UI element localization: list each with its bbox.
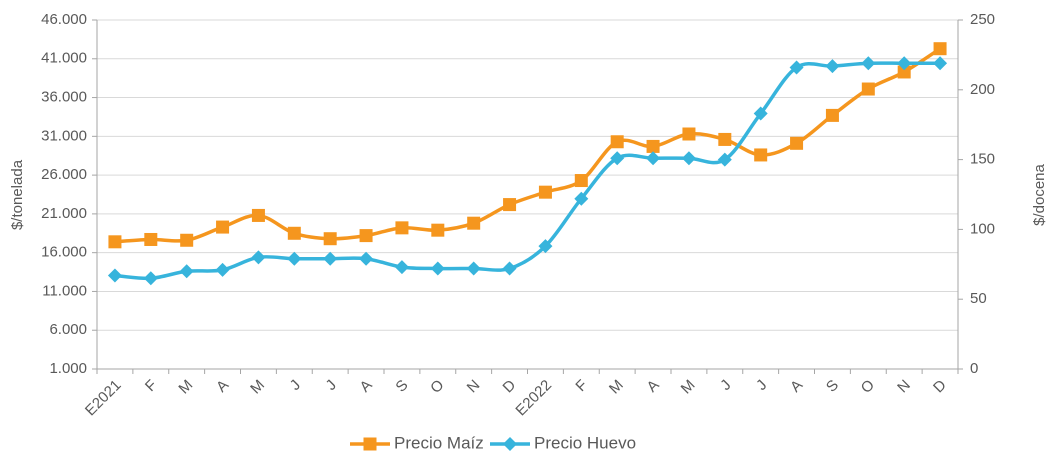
data-point <box>143 271 158 286</box>
x-tick-label: D <box>500 377 520 397</box>
y2-tick-label: 100 <box>970 220 995 237</box>
legend-label: Precio Maíz <box>394 433 484 452</box>
data-point <box>790 136 804 150</box>
data-point <box>646 151 661 166</box>
x-tick-label: M <box>678 377 699 398</box>
data-point <box>251 208 265 222</box>
data-point <box>287 226 301 240</box>
y-tick-label: 1.000 <box>49 360 87 377</box>
x-tick-label: M <box>606 377 627 398</box>
data-point <box>825 59 840 74</box>
x-tick-label: J <box>753 377 770 394</box>
x-tick-label: O <box>858 377 878 397</box>
data-point <box>574 191 589 206</box>
data-point <box>646 139 660 153</box>
x-tick-label: M <box>247 377 268 398</box>
x-tick-label: N <box>894 377 914 397</box>
data-point <box>323 251 338 266</box>
legend-marker <box>503 437 517 451</box>
data-point <box>681 151 696 166</box>
y-axis-title: $/tonelada <box>9 159 26 230</box>
data-point <box>718 132 732 146</box>
x-tick-label: A <box>357 377 376 396</box>
data-point <box>215 262 230 277</box>
x-tick-label: A <box>644 377 663 396</box>
data-point <box>467 216 481 230</box>
x-tick-label: O <box>427 377 447 397</box>
data-point <box>216 220 230 234</box>
data-point <box>897 56 912 71</box>
x-tick-label: J <box>287 377 304 394</box>
x-tick-label: F <box>142 377 161 396</box>
y2-tick-label: 250 <box>970 11 995 28</box>
y2-tick-label: 150 <box>970 151 995 168</box>
data-point <box>144 232 158 246</box>
data-point <box>395 221 409 235</box>
data-point <box>359 229 373 243</box>
y-tick-label: 16.000 <box>41 244 87 261</box>
data-point <box>359 251 374 266</box>
legend-label: Precio Huevo <box>534 433 636 452</box>
data-point <box>861 82 875 96</box>
data-point <box>179 264 194 279</box>
series-line <box>114 61 941 281</box>
y-tick-label: 46.000 <box>41 11 87 28</box>
data-point <box>610 151 625 166</box>
x-tick-label: D <box>930 377 950 397</box>
data-point <box>538 185 552 199</box>
data-point <box>466 261 481 276</box>
legend-marker <box>363 437 377 451</box>
data-point <box>394 260 409 275</box>
data-point <box>431 223 445 237</box>
y-tick-label: 6.000 <box>49 321 87 338</box>
data-point <box>682 127 696 141</box>
data-point <box>323 232 337 246</box>
data-point <box>538 239 553 254</box>
data-point <box>861 56 876 71</box>
data-point <box>753 106 768 121</box>
x-tick-label: J <box>322 377 339 394</box>
y-tick-label: 21.000 <box>41 205 87 222</box>
y-tick-label: 11.000 <box>42 282 87 299</box>
data-point <box>933 42 947 56</box>
y2-tick-label: 0 <box>970 360 978 377</box>
data-point <box>251 250 266 265</box>
y-tick-label: 41.000 <box>41 50 87 67</box>
y2-axis-title: $/docena <box>1031 163 1048 225</box>
data-point <box>503 198 517 212</box>
y2-tick-label: 200 <box>970 81 995 98</box>
data-point <box>789 60 804 75</box>
data-point <box>107 268 122 283</box>
series-line <box>114 47 942 244</box>
data-point <box>610 135 624 149</box>
data-point <box>825 108 839 122</box>
data-point <box>897 65 911 79</box>
data-point <box>933 56 948 71</box>
data-point <box>430 261 445 276</box>
y2-tick-label: 50 <box>970 290 987 307</box>
y-tick-label: 26.000 <box>41 166 87 183</box>
data-point <box>754 148 768 162</box>
data-point <box>287 251 302 266</box>
x-tick-label: J <box>717 377 734 394</box>
data-point <box>574 174 588 188</box>
x-tick-label: A <box>787 377 806 396</box>
y-tick-label: 36.000 <box>41 89 87 106</box>
x-tick-label: A <box>213 377 232 396</box>
x-tick-label: F <box>572 377 591 396</box>
x-tick-label: N <box>464 377 484 397</box>
data-point <box>502 261 517 276</box>
x-tick-label: S <box>392 377 411 396</box>
x-tick-label: S <box>823 377 842 396</box>
data-point <box>180 233 194 247</box>
data-point <box>717 152 732 167</box>
x-tick-label: E2022 <box>512 377 555 420</box>
x-tick-label: E2021 <box>82 377 125 420</box>
data-point <box>108 235 122 249</box>
x-tick-label: M <box>175 377 196 398</box>
y-tick-label: 31.000 <box>41 127 87 144</box>
